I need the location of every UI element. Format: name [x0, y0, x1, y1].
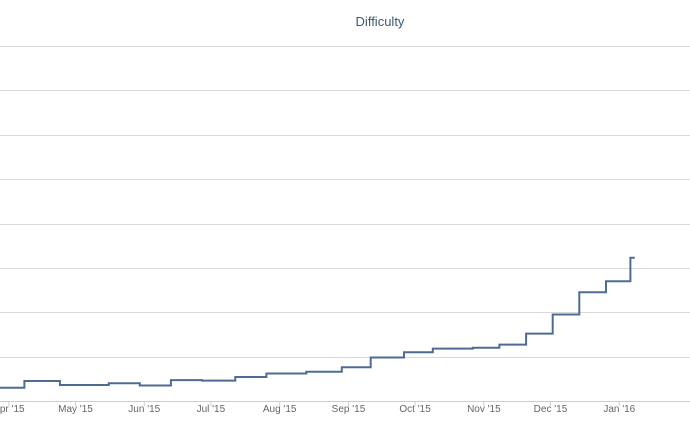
x-tick-label: May '15 — [58, 404, 93, 415]
series-layer — [0, 256, 635, 389]
gridlines — [0, 46, 690, 402]
x-tick-label: Jun '15 — [128, 404, 160, 415]
x-tick-label: Sep '15 — [332, 404, 366, 415]
x-tick-label: Nov '15 — [467, 404, 501, 415]
x-tick-label: Aug '15 — [263, 404, 297, 415]
x-tick-label: Oct '15 — [399, 404, 431, 415]
x-tick-label: Jan '16 — [603, 404, 635, 415]
x-tick-labels: Apr '15 May '15 Jun '15 Jul '15 Aug '15 Sep '… — [0, 404, 636, 415]
x-tick-label: Apr '15 — [0, 404, 25, 415]
x-tick-label: Dec '15 — [534, 404, 568, 415]
x-tick-label: Jul '15 — [197, 404, 226, 415]
x-axis — [8, 401, 620, 406]
chart-title: Difficulty — [355, 14, 405, 29]
series-line — [0, 256, 635, 389]
